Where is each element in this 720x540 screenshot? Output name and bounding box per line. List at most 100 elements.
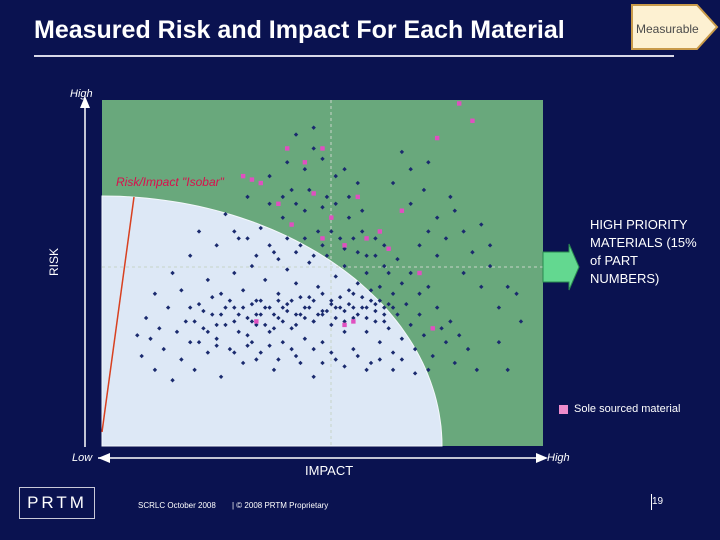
data-point [426,160,431,165]
priority-label: HIGH PRIORITY MATERIALS (15% of PART NUM… [590,217,697,286]
data-point [320,243,325,248]
data-point [302,315,308,321]
data-point [271,326,277,331]
sole-sourced-point [289,222,294,227]
data-point [293,132,299,137]
data-point [214,343,219,348]
data-point [368,298,374,303]
data-point [188,340,193,345]
data-point [245,343,250,348]
data-point [236,312,241,317]
data-point [342,364,347,369]
y-axis-title: RISK [47,247,62,277]
sole-sourced-point [342,322,347,328]
data-point [143,315,149,321]
data-point [320,308,325,314]
data-point [298,312,303,317]
data-point [165,305,171,310]
data-point [421,187,427,193]
data-point [382,263,387,269]
data-point [505,284,510,290]
data-point [487,243,493,248]
data-point [311,125,316,130]
footer-proprietary: | © 2008 PRTM Proprietary [232,501,329,510]
data-point [245,194,250,200]
sole-sourced-point [342,243,347,248]
data-point [315,229,321,234]
data-point [346,288,352,293]
data-point [461,270,466,276]
data-point [262,322,268,328]
sole-sourced-point [351,319,356,324]
data-point [408,167,413,172]
data-point [152,367,158,373]
legend: Sole sourced material [559,403,680,415]
badge-label: Measurable [636,22,699,36]
data-point [245,315,250,321]
data-point [329,298,334,303]
data-point [364,315,369,321]
data-point [262,277,268,283]
data-point [249,301,255,307]
sole-sourced-point [399,208,405,213]
data-point [368,360,374,366]
sole-sourced-point [377,229,383,234]
data-point [196,340,202,345]
data-point [377,340,383,345]
data-point [285,301,290,307]
data-point [307,295,312,300]
page-title: Measured Risk and Impact For Each Materi… [34,16,565,44]
data-point [280,319,286,324]
data-point [412,371,418,376]
data-point [333,315,338,321]
data-point [346,194,352,200]
data-point [342,246,347,251]
data-point [329,350,334,355]
data-point [267,201,272,206]
data-point [307,187,312,193]
data-point [183,319,188,324]
data-point [426,284,431,290]
data-point [382,305,387,310]
data-point [232,319,237,324]
data-point [311,253,316,258]
data-point [289,326,294,331]
data-point [408,201,413,206]
data-point [214,243,219,248]
data-point [351,305,356,310]
sole-sourced-point [276,201,281,206]
data-point [342,263,347,269]
priority-arrow [542,243,580,291]
data-point [320,291,325,296]
data-point [285,236,290,241]
data-point [258,225,263,231]
data-point [364,270,369,276]
data-point [267,173,272,179]
data-point [188,305,193,310]
data-point [377,284,383,290]
sole-sourced-point [302,160,308,165]
data-point [333,357,338,362]
data-point [364,367,369,373]
data-point [505,367,510,373]
data-point [232,270,237,276]
data-point [390,305,396,310]
data-point [262,305,268,310]
data-point [333,173,338,179]
data-point [364,329,369,335]
data-point [311,298,316,303]
data-point [434,305,440,310]
data-point [293,322,299,328]
sole-sourced-point [434,135,440,141]
data-point [179,357,184,362]
data-point [355,250,360,255]
data-point [302,208,308,213]
data-point [170,270,175,276]
data-point [324,194,330,200]
data-point [311,146,316,151]
data-point [285,267,290,272]
data-point [382,319,387,324]
data-point [267,343,272,348]
data-point [386,326,391,331]
